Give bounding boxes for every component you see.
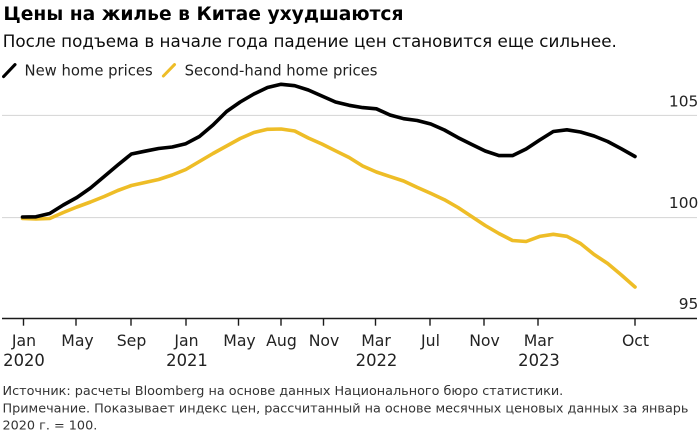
svg-text:Цены на жилье в Китае ухудшают: Цены на жилье в Китае ухудшаются xyxy=(3,4,403,25)
svg-text:2020: 2020 xyxy=(3,351,45,370)
svg-text:После подъема в начале года па: После подъема в начале года падение цен … xyxy=(3,31,617,51)
svg-text:Примечание. Показывает индекс: Примечание. Показывает индекс цен, рассч… xyxy=(3,401,689,416)
svg-text:New home prices: New home prices xyxy=(25,62,153,79)
svg-text:Second-hand home prices: Second-hand home prices xyxy=(185,62,378,79)
svg-text:2022: 2022 xyxy=(356,351,398,370)
svg-text:Jan: Jan xyxy=(173,331,198,350)
svg-text:Mar: Mar xyxy=(361,331,391,350)
svg-text:May: May xyxy=(61,331,93,350)
svg-text:Mar: Mar xyxy=(524,331,554,350)
svg-text:95: 95 xyxy=(679,295,699,313)
svg-text:Oct: Oct xyxy=(622,331,649,350)
svg-text:2020 г. = 100.: 2020 г. = 100. xyxy=(3,419,98,434)
svg-text:105: 105 xyxy=(669,92,698,110)
svg-text:Nov: Nov xyxy=(469,331,500,350)
svg-text:Jan: Jan xyxy=(11,331,36,350)
svg-text:2021: 2021 xyxy=(166,351,208,370)
svg-text:Aug: Aug xyxy=(266,331,297,350)
svg-text:May: May xyxy=(223,331,255,350)
svg-text:Jul: Jul xyxy=(420,331,440,350)
svg-text:100: 100 xyxy=(669,194,698,212)
svg-text:Sep: Sep xyxy=(117,331,147,350)
svg-text:2023: 2023 xyxy=(518,351,560,370)
svg-text:Nov: Nov xyxy=(309,331,340,350)
svg-text:Источник: расчеты Bloomberg на: Источник: расчеты Bloomberg на основе да… xyxy=(3,384,564,399)
